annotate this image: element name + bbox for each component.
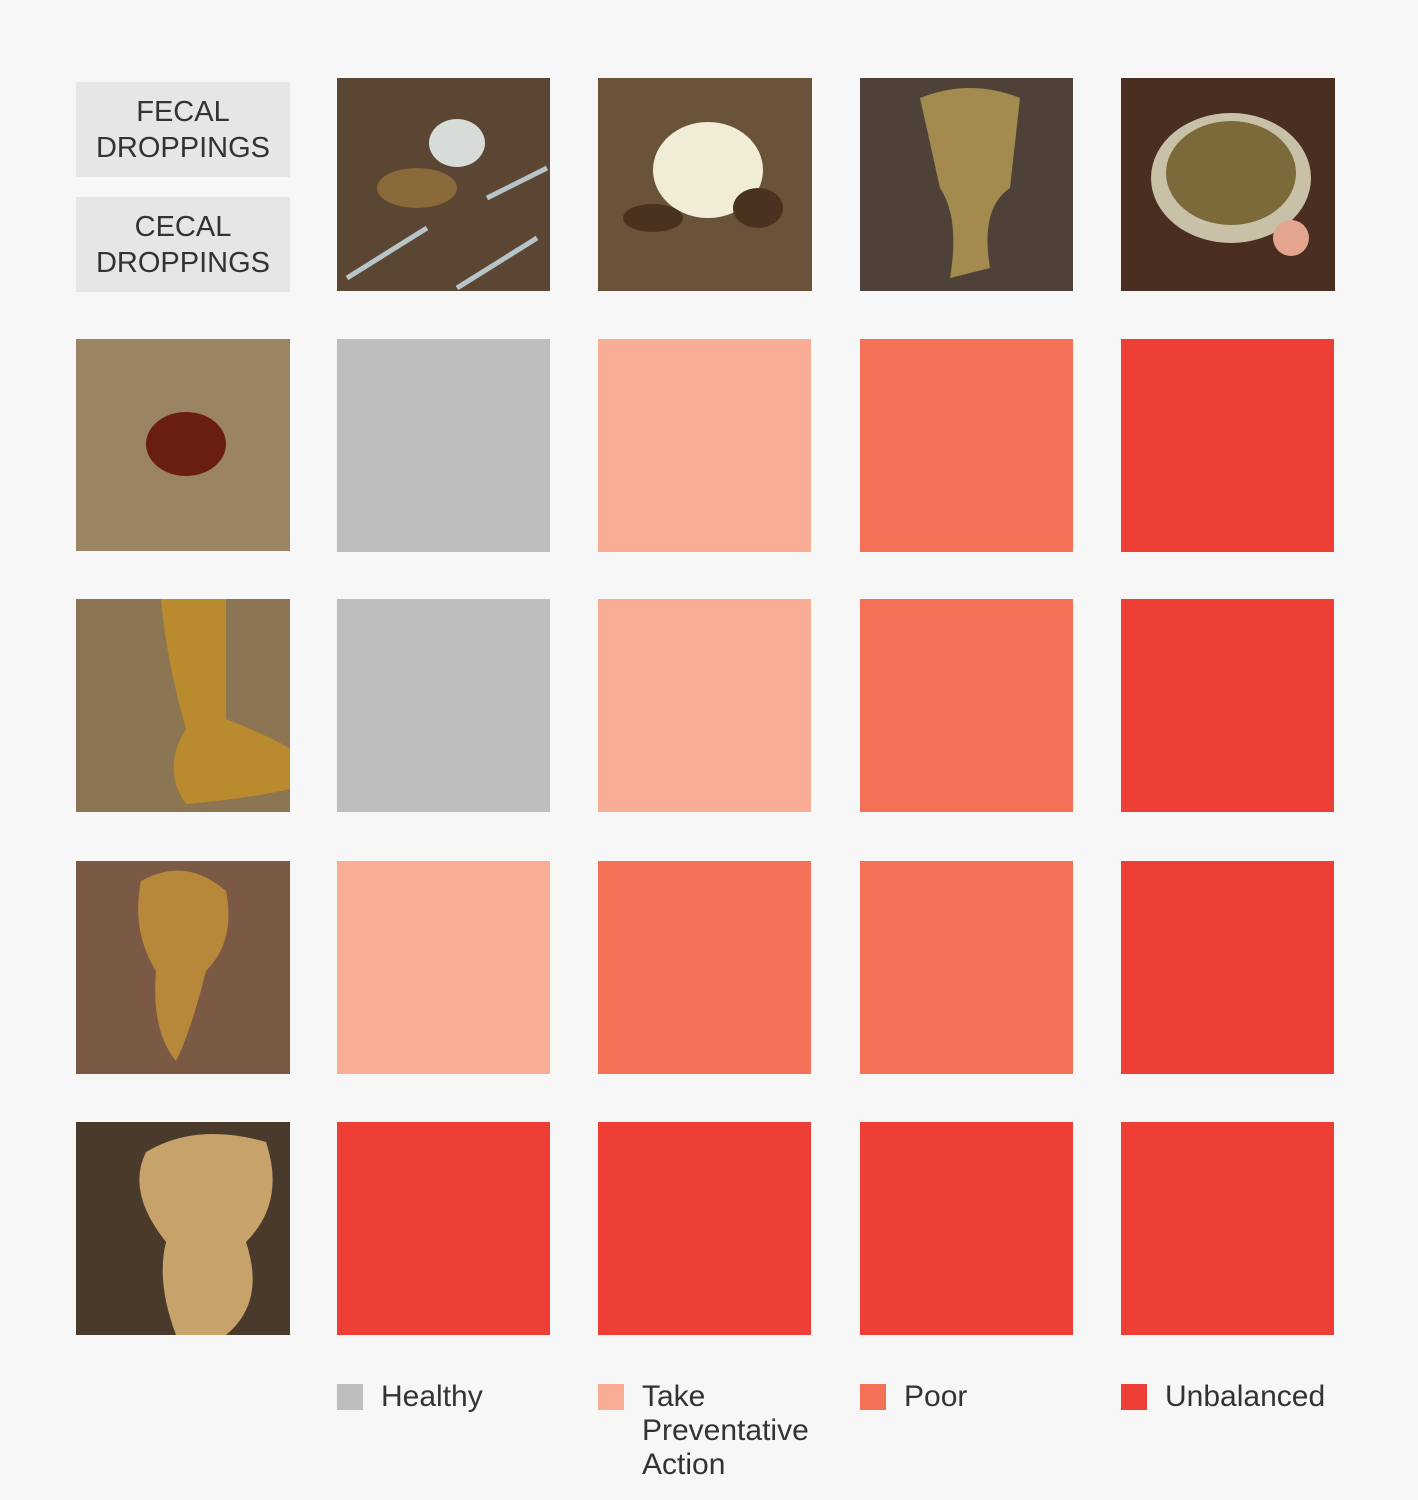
- legend-swatch: [598, 1384, 624, 1410]
- photo: [76, 339, 290, 551]
- status-cell: [337, 339, 550, 552]
- legend-label: Healthy: [381, 1380, 483, 1413]
- legend-label: Unbalanced: [1165, 1380, 1326, 1413]
- status-cell: [1121, 861, 1334, 1074]
- legend-swatch: [337, 1384, 363, 1410]
- status-cell: [598, 861, 811, 1074]
- status-cell: [598, 599, 811, 812]
- status-cell: [337, 861, 550, 1074]
- header-label: CECAL DROPPINGS: [76, 197, 290, 292]
- status-cell: [337, 1122, 550, 1335]
- photo: [76, 1122, 290, 1335]
- status-cell: [1121, 339, 1334, 552]
- photo: [1121, 78, 1335, 291]
- photo: [76, 861, 290, 1074]
- status-cell: [1121, 1122, 1334, 1335]
- legend-swatch: [860, 1384, 886, 1410]
- photo: [337, 78, 550, 291]
- legend-label: Poor: [904, 1380, 968, 1413]
- status-cell: [860, 599, 1073, 812]
- status-cell: [860, 1122, 1073, 1335]
- header-label: FECAL DROPPINGS: [76, 82, 290, 177]
- status-cell: [1121, 599, 1334, 812]
- status-cell: [860, 339, 1073, 552]
- status-cell: [598, 339, 811, 552]
- photo: [860, 78, 1073, 291]
- legend-label: Take Preventative Action: [642, 1380, 809, 1481]
- status-cell: [598, 1122, 811, 1335]
- status-cell: [337, 599, 550, 812]
- status-cell: [860, 861, 1073, 1074]
- photo: [76, 599, 290, 812]
- photo: [598, 78, 812, 291]
- legend-swatch: [1121, 1384, 1147, 1410]
